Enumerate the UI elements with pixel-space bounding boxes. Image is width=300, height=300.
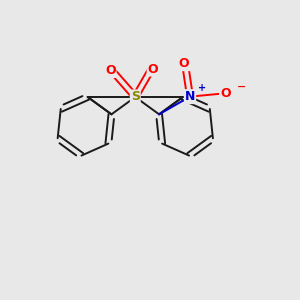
Text: O: O — [105, 64, 116, 77]
Text: S: S — [131, 91, 140, 103]
Text: +: + — [198, 83, 206, 93]
Text: N: N — [185, 90, 195, 103]
Text: −: − — [237, 82, 246, 92]
Text: O: O — [220, 87, 231, 100]
Text: O: O — [148, 62, 158, 76]
Text: O: O — [179, 57, 189, 70]
